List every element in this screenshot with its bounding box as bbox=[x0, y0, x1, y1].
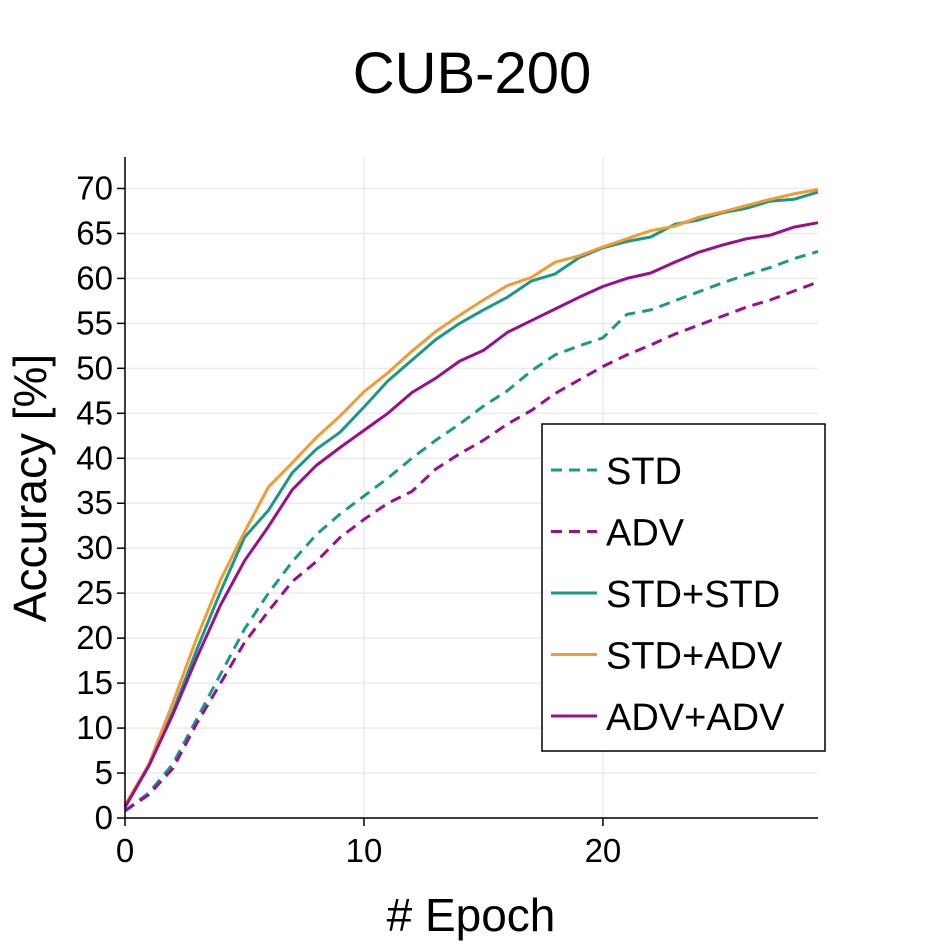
series-line-std bbox=[124, 249, 819, 812]
legend-box bbox=[541, 423, 826, 752]
legend-label: ADV+ADV bbox=[606, 697, 785, 739]
y-tick-label: 0 bbox=[95, 799, 113, 836]
x-tick-label: 0 bbox=[116, 832, 134, 869]
legend-label: STD+ADV bbox=[606, 636, 783, 678]
y-tick-label: 15 bbox=[76, 664, 113, 701]
y-tick-label: 5 bbox=[95, 754, 113, 791]
y-tick-label: 65 bbox=[76, 214, 113, 251]
axes bbox=[124, 157, 818, 819]
legend-label: ADV bbox=[606, 513, 685, 555]
x-tick-label: 20 bbox=[585, 832, 622, 869]
series-line-adv-plus-adv bbox=[123, 221, 819, 808]
y-tick-label: 55 bbox=[76, 304, 113, 341]
y-tick-label: 25 bbox=[76, 574, 113, 611]
series-line-adv bbox=[124, 280, 819, 813]
x-tick-label: 10 bbox=[346, 832, 383, 869]
y-tick-label: 60 bbox=[76, 259, 113, 296]
y-tick-label: 50 bbox=[76, 349, 113, 386]
series-layer bbox=[123, 187, 819, 813]
y-ticks: 0 5 10 15 20 25 30 35 40 45 50 55 60 65 70 bbox=[76, 169, 125, 836]
y-tick-label: 30 bbox=[76, 529, 113, 566]
y-axis-label: Accuracy [%] bbox=[4, 354, 56, 622]
y-tick-label: 20 bbox=[76, 619, 113, 656]
x-ticks: 0 10 20 bbox=[116, 818, 621, 869]
y-tick-label: 40 bbox=[76, 439, 113, 476]
y-tick-label: 70 bbox=[76, 169, 113, 206]
series-line-std-plus-std bbox=[123, 190, 819, 808]
legend: STD ADV STD+STD STD+ADV ADV+ADV bbox=[541, 423, 826, 752]
x-axis-label: # Epoch bbox=[387, 889, 556, 941]
y-tick-label: 45 bbox=[76, 394, 113, 431]
y-tick-label: 35 bbox=[76, 484, 113, 521]
y-tick-label: 10 bbox=[76, 709, 113, 746]
series-line-std-plus-adv bbox=[123, 187, 819, 807]
chart-title: CUB-200 bbox=[353, 41, 592, 106]
legend-label: STD bbox=[606, 451, 682, 493]
legend-label: STD+STD bbox=[606, 574, 780, 616]
